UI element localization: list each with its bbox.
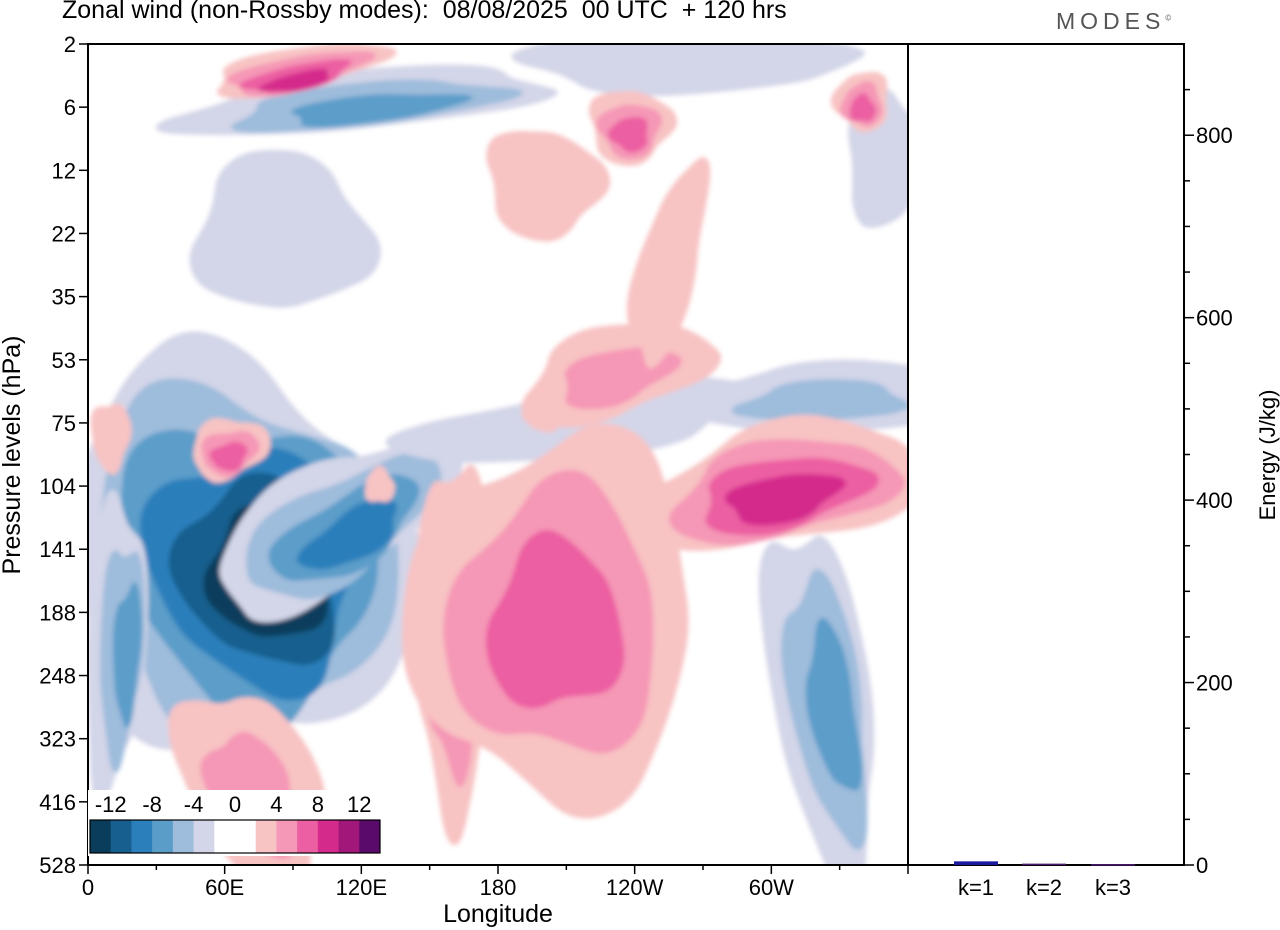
y-tick-label: 12 <box>52 158 76 183</box>
energy-tick-label: 600 <box>1196 306 1233 331</box>
colorbar-swatch <box>131 820 153 853</box>
easterly-contour <box>291 94 473 128</box>
colorbar-swatch <box>172 820 195 853</box>
westerly-contour <box>724 474 846 526</box>
easterly-contour <box>805 617 863 791</box>
x-axis: 0 60E 120E 180 120W 60W <box>82 865 909 900</box>
x-tick-label: 60E <box>205 875 244 900</box>
westerly-contour <box>607 116 648 153</box>
colorbar-swatch <box>276 820 298 853</box>
easterly-contour <box>511 44 865 96</box>
y-tick-label: 141 <box>39 537 76 562</box>
energy-axis-label: Energy (J/kg) <box>1255 390 1280 521</box>
y-tick-label: 416 <box>39 790 76 815</box>
y-tick-label: 53 <box>52 348 76 373</box>
colorbar-swatch <box>359 820 381 853</box>
chart-title: Zonal wind (non-Rossby modes): 08/08/202… <box>62 0 787 24</box>
x-tick-label: 180 <box>480 875 517 900</box>
westerly-contour <box>90 403 132 475</box>
colorbar-label: -12 <box>95 792 127 817</box>
colorbar-swatch <box>152 820 174 853</box>
x-tick-label: 120W <box>606 875 664 900</box>
westerly-contour <box>486 131 611 242</box>
y-tick-label: 2 <box>64 32 76 57</box>
westerly-contour <box>626 157 711 369</box>
energy-bar-label: k=2 <box>1026 875 1062 900</box>
easterly-contour <box>731 379 908 422</box>
colorbar-label: -8 <box>142 792 162 817</box>
y-tick-label: 6 <box>64 95 76 120</box>
y-tick-label: 75 <box>52 411 76 436</box>
westerly-contour <box>485 529 625 709</box>
energy-bar-label: k=1 <box>958 875 994 900</box>
energy-tick-label: 200 <box>1196 671 1233 696</box>
x-tick-label: 60W <box>749 875 794 900</box>
energy-tick-label: 0 <box>1196 853 1208 878</box>
colorbar-label: 4 <box>270 792 282 817</box>
westerly-contour <box>209 441 248 472</box>
x-axis-label: Longitude <box>443 900 553 928</box>
x-tick-label: 0 <box>82 875 94 900</box>
colorbar-label: -4 <box>184 792 204 817</box>
colorbar: -12 -8 -4 0 4 8 12 <box>88 790 382 856</box>
colorbar-swatch <box>193 820 215 853</box>
energy-panel-frame <box>907 43 1185 866</box>
y-tick-label: 22 <box>52 221 76 246</box>
colorbar-swatch <box>235 820 257 853</box>
brand-logo: MODES© <box>1056 8 1172 34</box>
energy-bar-label: k=3 <box>1095 875 1131 900</box>
energy-bar-k=1 <box>954 861 998 865</box>
colorbar-swatch <box>255 820 277 853</box>
x-tick-label: 120E <box>336 875 387 900</box>
easterly-contour <box>112 582 143 729</box>
y-tick-label: 323 <box>39 727 76 752</box>
energy-axis: 0 200 400 600 800 <box>1184 88 1233 878</box>
energy-bar-k=2 <box>1022 863 1066 866</box>
westerly-contour <box>364 465 396 503</box>
colorbar-swatch <box>110 820 132 853</box>
contour-field <box>88 44 908 865</box>
westerly-contour <box>257 68 330 92</box>
y-tick-label: 35 <box>52 285 76 310</box>
colorbar-swatch <box>90 820 112 853</box>
westerly-contour <box>849 92 877 122</box>
energy-bars: k=1 k=2 k=3 <box>954 861 1135 900</box>
colorbar-frame <box>89 819 381 854</box>
colorbar-label: 12 <box>347 792 371 817</box>
westerly-contour <box>521 401 564 433</box>
y-tick-label: 248 <box>39 664 76 689</box>
energy-tick-label: 800 <box>1196 123 1233 148</box>
y-tick-label: 104 <box>39 474 76 499</box>
y-axis: 2 6 12 22 35 53 75 104 141 188 248 323 416 528 <box>39 32 88 878</box>
colorbar-label: 0 <box>229 792 241 817</box>
energy-tick-label: 400 <box>1196 488 1233 513</box>
y-axis-label: Pressure levels (hPa) <box>0 336 26 575</box>
colorbar-swatch <box>317 820 340 853</box>
colorbar-swatch <box>297 820 319 853</box>
colorbar-swatch <box>214 820 236 853</box>
easterly-contour <box>189 149 381 308</box>
colorbar-swatch <box>338 820 360 853</box>
y-tick-label: 188 <box>39 600 76 625</box>
easterly-contour <box>296 498 397 570</box>
colorbar-label: 8 <box>312 792 324 817</box>
energy-bar-k=3 <box>1091 864 1135 866</box>
y-tick-label: 528 <box>39 853 76 878</box>
